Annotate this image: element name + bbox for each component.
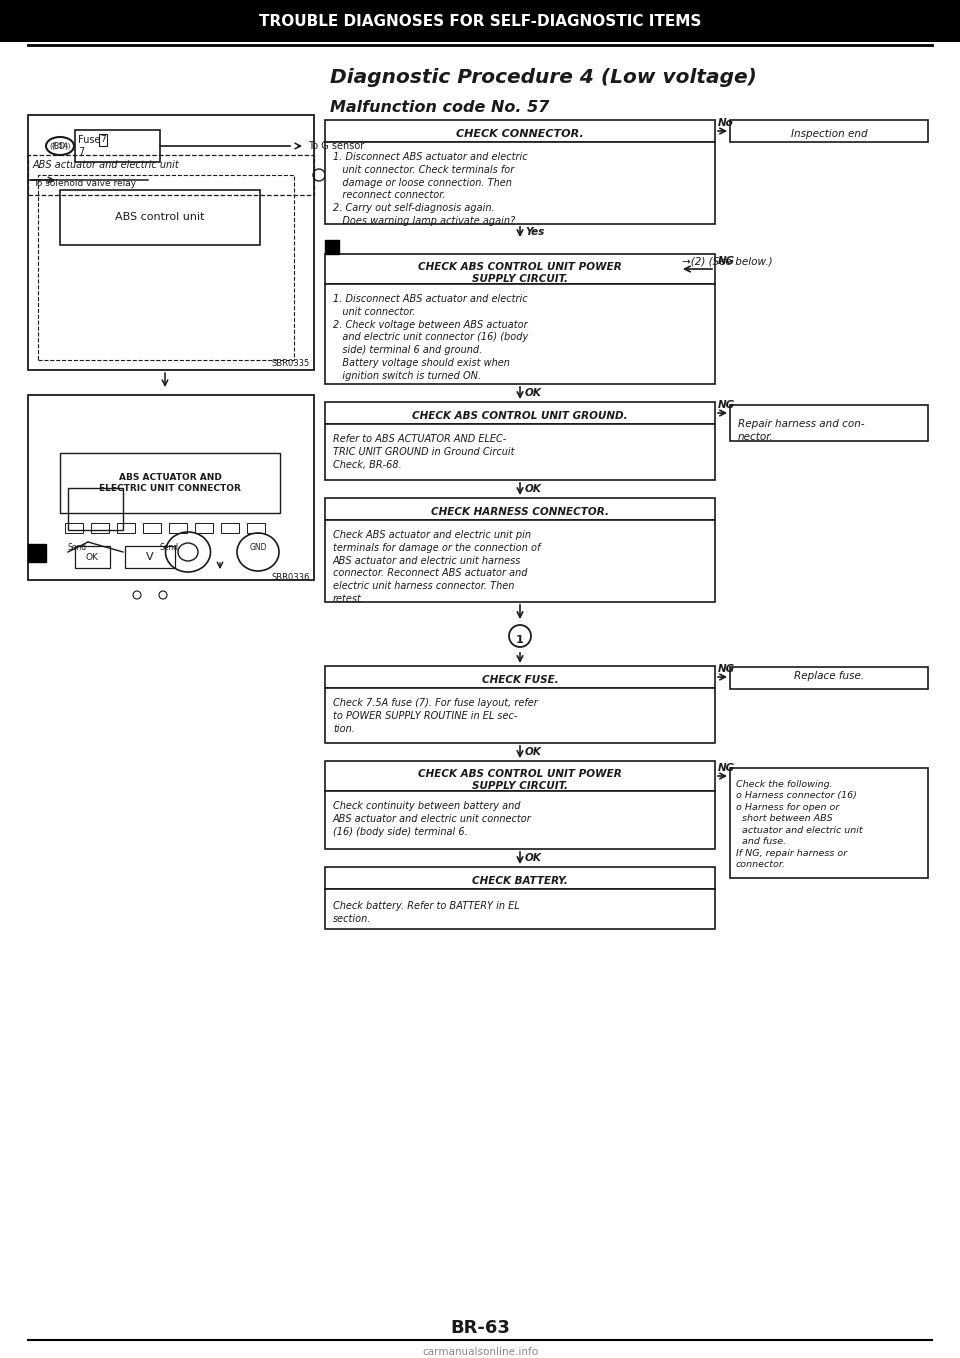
Bar bbox=[325, 284, 715, 384]
Bar bbox=[169, 523, 187, 532]
Text: OK: OK bbox=[85, 553, 99, 561]
Text: No: No bbox=[718, 118, 733, 128]
Bar bbox=[325, 240, 339, 254]
Bar bbox=[730, 405, 928, 441]
Text: CHECK CONNECTOR.: CHECK CONNECTOR. bbox=[456, 129, 584, 139]
Bar bbox=[325, 665, 715, 689]
Text: CHECK BATTERY.: CHECK BATTERY. bbox=[472, 876, 568, 885]
Bar bbox=[68, 488, 123, 530]
Ellipse shape bbox=[509, 625, 531, 646]
Bar bbox=[221, 523, 239, 532]
Text: CHECK ABS CONTROL UNIT POWER
SUPPLY CIRCUIT.: CHECK ABS CONTROL UNIT POWER SUPPLY CIRC… bbox=[419, 262, 622, 284]
Text: SBR0335: SBR0335 bbox=[272, 359, 310, 368]
Text: CHECK FUSE.: CHECK FUSE. bbox=[482, 675, 559, 684]
Bar bbox=[325, 889, 715, 929]
Bar bbox=[143, 523, 161, 532]
Text: ABS actuator and electric unit: ABS actuator and electric unit bbox=[33, 160, 180, 170]
Bar bbox=[325, 760, 715, 790]
Text: Repair harness and con-
nector.: Repair harness and con- nector. bbox=[738, 420, 865, 441]
Text: Yes: Yes bbox=[525, 227, 544, 238]
Bar bbox=[325, 402, 715, 424]
Bar bbox=[117, 523, 135, 532]
Bar bbox=[28, 155, 314, 196]
Text: OK: OK bbox=[525, 747, 541, 756]
Text: Refer to ABS ACTUATOR AND ELEC-
TRIC UNIT GROUND in Ground Circuit
Check, BR-68.: Refer to ABS ACTUATOR AND ELEC- TRIC UNI… bbox=[333, 435, 515, 470]
Bar bbox=[28, 545, 46, 562]
Text: 1. Disconnect ABS actuator and electric
   unit connector. Check terminals for
 : 1. Disconnect ABS actuator and electric … bbox=[333, 152, 528, 225]
Text: 7: 7 bbox=[100, 136, 106, 144]
Text: V: V bbox=[146, 551, 154, 562]
Bar bbox=[60, 454, 280, 513]
Text: (7.5A): (7.5A) bbox=[49, 143, 71, 149]
Text: Send: Send bbox=[68, 542, 87, 551]
Bar bbox=[730, 120, 928, 143]
Bar bbox=[28, 115, 314, 369]
Bar bbox=[65, 523, 83, 532]
Text: To solenoid valve relay: To solenoid valve relay bbox=[33, 179, 136, 189]
Text: Check the following.
o Harness connector (16)
o Harness for open or
  short betw: Check the following. o Harness connector… bbox=[736, 779, 863, 869]
Text: Check ABS actuator and electric unit pin
terminals for damage or the connection : Check ABS actuator and electric unit pin… bbox=[333, 530, 540, 604]
Text: Check 7.5A fuse (7). For fuse layout, refer
to POWER SUPPLY ROUTINE in EL sec-
t: Check 7.5A fuse (7). For fuse layout, re… bbox=[333, 698, 538, 733]
Text: OK: OK bbox=[525, 853, 541, 862]
Text: (BD): (BD) bbox=[52, 141, 68, 151]
Bar bbox=[325, 498, 715, 520]
Bar bbox=[0, 0, 960, 42]
Text: OK: OK bbox=[525, 483, 541, 494]
Bar bbox=[325, 689, 715, 743]
Bar bbox=[60, 190, 260, 244]
Text: BR-63: BR-63 bbox=[450, 1319, 510, 1338]
Text: ABS control unit: ABS control unit bbox=[115, 212, 204, 223]
Text: 7: 7 bbox=[78, 147, 84, 158]
Text: CHECK HARNESS CONNECTOR.: CHECK HARNESS CONNECTOR. bbox=[431, 507, 609, 517]
Text: Fuse: Fuse bbox=[78, 134, 101, 145]
Text: To G sensor: To G sensor bbox=[308, 141, 364, 151]
Text: Diagnostic Procedure 4 (Low voltage): Diagnostic Procedure 4 (Low voltage) bbox=[330, 68, 756, 87]
Text: 1: 1 bbox=[516, 636, 524, 645]
Text: NG: NG bbox=[718, 401, 735, 410]
Text: OK: OK bbox=[525, 388, 541, 398]
Text: 1. Disconnect ABS actuator and electric
   unit connector.
2. Check voltage betw: 1. Disconnect ABS actuator and electric … bbox=[333, 293, 528, 380]
Bar bbox=[325, 254, 715, 284]
Bar bbox=[730, 667, 928, 689]
Text: Check continuity between battery and
ABS actuator and electric unit connector
(1: Check continuity between battery and ABS… bbox=[333, 801, 532, 837]
Text: carmanualsonline.info: carmanualsonline.info bbox=[422, 1347, 538, 1357]
Bar bbox=[325, 520, 715, 602]
Text: NG: NG bbox=[718, 257, 735, 266]
Text: CHECK ABS CONTROL UNIT POWER
SUPPLY CIRCUIT.: CHECK ABS CONTROL UNIT POWER SUPPLY CIRC… bbox=[419, 769, 622, 792]
Text: Replace fuse.: Replace fuse. bbox=[794, 671, 864, 680]
Text: Check battery. Refer to BATTERY in EL
section.: Check battery. Refer to BATTERY in EL se… bbox=[333, 900, 519, 923]
Bar bbox=[38, 175, 294, 360]
Bar bbox=[195, 523, 213, 532]
Text: ABS ACTUATOR AND
ELECTRIC UNIT CONNECTOR: ABS ACTUATOR AND ELECTRIC UNIT CONNECTOR bbox=[99, 473, 241, 493]
Text: SBR0336: SBR0336 bbox=[272, 573, 310, 583]
Bar bbox=[75, 130, 160, 162]
Bar bbox=[730, 769, 928, 879]
Text: →(2) (See below.): →(2) (See below.) bbox=[682, 257, 773, 266]
Text: NG: NG bbox=[718, 664, 735, 674]
Bar bbox=[325, 866, 715, 889]
Bar bbox=[325, 424, 715, 479]
Text: NG: NG bbox=[718, 763, 735, 773]
Text: Inspection end: Inspection end bbox=[791, 129, 867, 139]
Text: Send: Send bbox=[160, 542, 180, 551]
Bar bbox=[325, 143, 715, 224]
Text: GND: GND bbox=[250, 542, 268, 551]
Text: CHECK ABS CONTROL UNIT GROUND.: CHECK ABS CONTROL UNIT GROUND. bbox=[412, 411, 628, 421]
Bar bbox=[325, 790, 715, 849]
Text: TROUBLE DIAGNOSES FOR SELF-DIAGNOSTIC ITEMS: TROUBLE DIAGNOSES FOR SELF-DIAGNOSTIC IT… bbox=[259, 14, 701, 29]
Bar bbox=[91, 523, 109, 532]
Bar bbox=[325, 120, 715, 143]
Bar bbox=[28, 395, 314, 580]
Bar bbox=[247, 523, 265, 532]
Bar bbox=[75, 546, 110, 568]
Text: Malfunction code No. 57: Malfunction code No. 57 bbox=[330, 100, 549, 115]
Bar bbox=[125, 546, 175, 568]
